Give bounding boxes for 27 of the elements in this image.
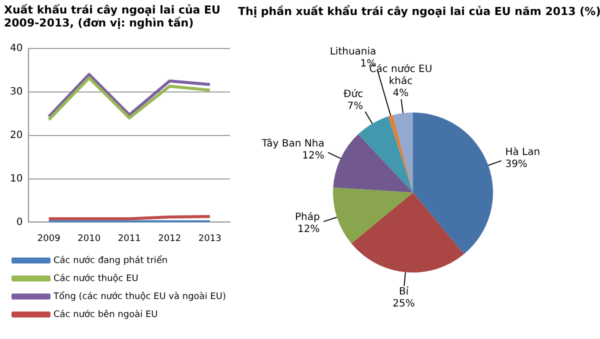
y-tick-label: 40 xyxy=(10,42,23,54)
legend-label: Tổng (các nước thuộc EU và ngoài EU) xyxy=(52,290,226,302)
x-tick-label: 2013 xyxy=(198,234,222,244)
chart-title: Thị phần xuất khẩu trái cây ngoại lai của EU năm 2013 (%) xyxy=(238,4,600,20)
slice-label: Bỉ xyxy=(398,286,409,298)
legend-label: Các nước đang phát triển xyxy=(54,254,168,266)
data-label: 39% xyxy=(505,159,528,170)
y-tick-label: 0 xyxy=(16,216,23,228)
slice-label: Đức xyxy=(344,89,364,100)
x-tick-label: 2009 xyxy=(37,234,61,244)
data-label: 7% xyxy=(347,101,364,112)
slice-label: Tây Ban Nha xyxy=(260,138,324,150)
slice-label: Pháp xyxy=(294,212,320,223)
y-tick-label: 30 xyxy=(10,86,23,98)
data-label: 25% xyxy=(392,298,415,310)
slice-label: Lithuania xyxy=(330,46,376,58)
legend-label: Các nước thuộc EU xyxy=(54,272,138,284)
data-label: 4% xyxy=(392,88,409,99)
x-tick-label: 2011 xyxy=(118,234,141,244)
y-tick-label: 10 xyxy=(10,173,23,184)
x-tick-label: 2010 xyxy=(78,234,101,244)
legend-label: Các nước bên ngoài EU xyxy=(54,308,158,320)
y-tick-label: 20 xyxy=(10,130,23,141)
slice-label: Hà Lan xyxy=(505,147,540,158)
data-label: 12% xyxy=(298,224,320,235)
data-label: 12% xyxy=(302,150,324,162)
x-tick-label: 2012 xyxy=(158,234,182,244)
